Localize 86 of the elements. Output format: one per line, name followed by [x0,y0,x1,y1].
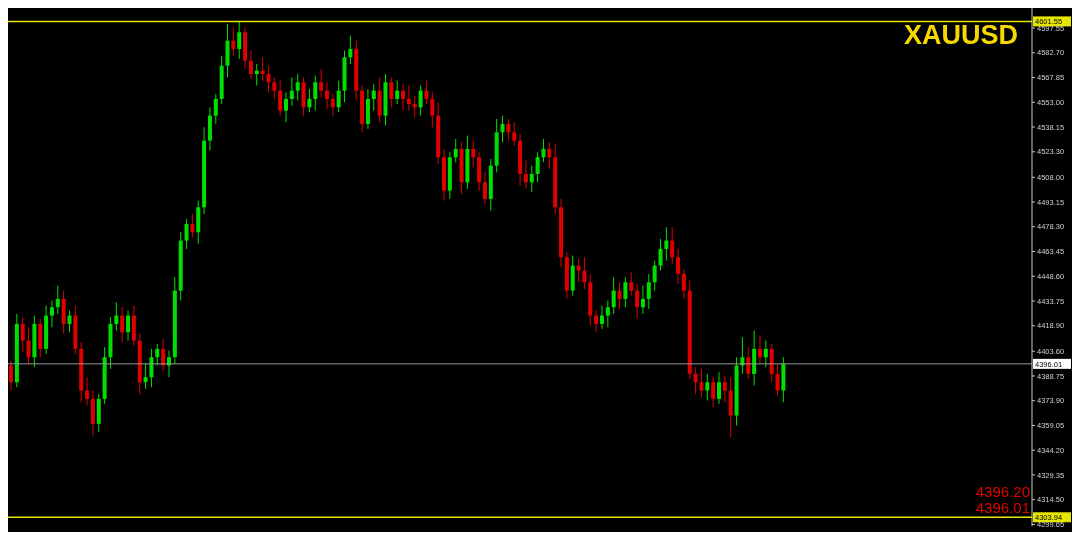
candlestick [406,85,411,112]
candlestick [535,151,540,183]
candlestick [272,76,277,100]
candlestick [576,258,581,283]
candlestick [717,371,722,405]
candlestick [681,268,686,300]
candlestick [646,273,651,310]
candlestick [278,80,283,117]
candlestick [295,73,300,102]
candlestick [599,305,604,330]
candlestick [260,56,265,82]
candlestick [324,81,329,110]
annotation: 4396.01 [975,499,1030,516]
candlestick [161,338,166,372]
candlestick [55,285,60,315]
candlestick [500,115,505,143]
candlestick [482,171,487,205]
candlestick [149,348,154,388]
candlestick [190,213,195,238]
candlestick [746,346,751,380]
candlestick [623,276,628,308]
candlestick [126,310,131,342]
candlestick [85,376,90,407]
candlestick [506,118,511,142]
candlestick [120,306,125,343]
candlestick [617,281,622,310]
candlestick [711,376,716,408]
candlestick [418,85,423,117]
candlestick [629,271,634,297]
candlestick [231,26,236,57]
candlestick [9,360,13,392]
candlestick [114,301,119,332]
candlestick [248,50,253,80]
candlestick [237,20,242,60]
candlestick [611,276,616,315]
candlestick [336,80,341,113]
candlestick [330,93,335,117]
candlestick [775,363,780,397]
candlestick [670,226,675,265]
candlestick [676,248,681,285]
candlestick [389,76,394,108]
candlestick [395,80,400,105]
candlestick [722,375,727,403]
candlestick [471,140,476,168]
candlestick [635,283,640,320]
candlestick [658,238,663,272]
candlestick [640,285,645,315]
candlestick [49,300,54,328]
candlestick [348,35,353,65]
candlestick [307,88,312,113]
candlestick [512,121,517,147]
candlestick [67,310,72,333]
candlestick [547,141,552,170]
annotation: 4396.20 [975,483,1030,500]
candlestick [155,343,160,367]
candlestick [254,63,259,87]
candlestick [705,373,710,402]
candlestick [693,366,698,395]
candlestick [401,83,406,112]
candlestick [213,93,218,125]
candlestick [143,363,148,390]
candlestick [313,75,318,112]
candlestick [652,260,657,292]
candlestick [541,138,546,163]
candlestick [184,218,189,250]
chart-title: XAUUSD [903,20,1018,51]
candlestick [412,95,417,118]
candlestick [594,310,599,333]
candlestick [26,326,31,365]
candlestick [20,316,25,353]
candlestick [757,335,762,365]
candlestick [699,368,704,398]
candlestick [424,80,429,105]
candlestick [605,300,610,328]
candlestick [289,76,294,107]
candlestick [371,83,376,112]
candlestick [430,91,435,128]
candlestick [284,91,289,123]
candlestick [664,226,669,262]
candlestick [319,68,324,98]
candlestick [266,65,271,93]
candlestick [529,165,534,193]
candlestick [453,138,458,163]
candlestick [523,160,528,190]
candlestick [582,256,587,290]
candlestick [763,340,768,368]
